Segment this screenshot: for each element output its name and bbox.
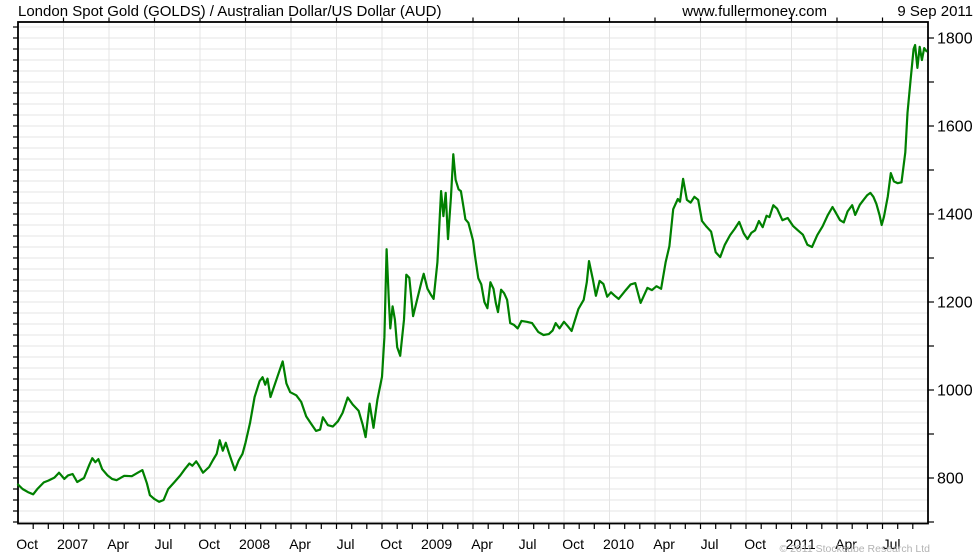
y-axis-label: 1400 <box>937 207 973 224</box>
y-axis-label: 1200 <box>937 295 973 312</box>
x-axis-label: Jul <box>701 536 719 552</box>
x-axis-label: Jul <box>337 536 355 552</box>
x-axis-label: 2011 <box>786 536 816 552</box>
y-axis-label: 1600 <box>937 119 973 136</box>
plot-frame <box>17 21 929 525</box>
x-axis-label: 2009 <box>421 536 452 552</box>
chart-date: 9 Sep 2011 <box>897 3 973 20</box>
x-axis-label: Apr <box>289 536 311 552</box>
chart-title: London Spot Gold (GOLDS) / Australian Do… <box>18 3 442 20</box>
x-axis-label: 2010 <box>603 536 634 552</box>
x-axis-label: Apr <box>471 536 493 552</box>
x-axis-label: Oct <box>562 536 584 552</box>
x-axis-label: Oct <box>16 536 38 552</box>
x-axis-label: 2007 <box>57 536 88 552</box>
copyright-notice: © 2011 Stockcube Research Ltd <box>779 543 930 555</box>
x-axis-label: Oct <box>198 536 220 552</box>
x-axis-label: Jul <box>155 536 173 552</box>
x-axis-label: Jul <box>883 536 901 552</box>
x-axis-label: Apr <box>653 536 675 552</box>
x-axis-label: 2008 <box>239 536 270 552</box>
x-axis-label: Apr <box>835 536 857 552</box>
y-axis-label: 1800 <box>937 31 973 48</box>
website-link: www.fullermoney.com <box>682 3 827 20</box>
x-axis-label: Apr <box>107 536 129 552</box>
x-axis-label: Oct <box>744 536 766 552</box>
x-axis-label: Oct <box>380 536 402 552</box>
gold-price-line <box>16 43 928 503</box>
x-axis-label: Jul <box>519 536 537 552</box>
y-axis-label: 1000 <box>937 383 973 400</box>
y-axis-label: 800 <box>937 471 964 488</box>
